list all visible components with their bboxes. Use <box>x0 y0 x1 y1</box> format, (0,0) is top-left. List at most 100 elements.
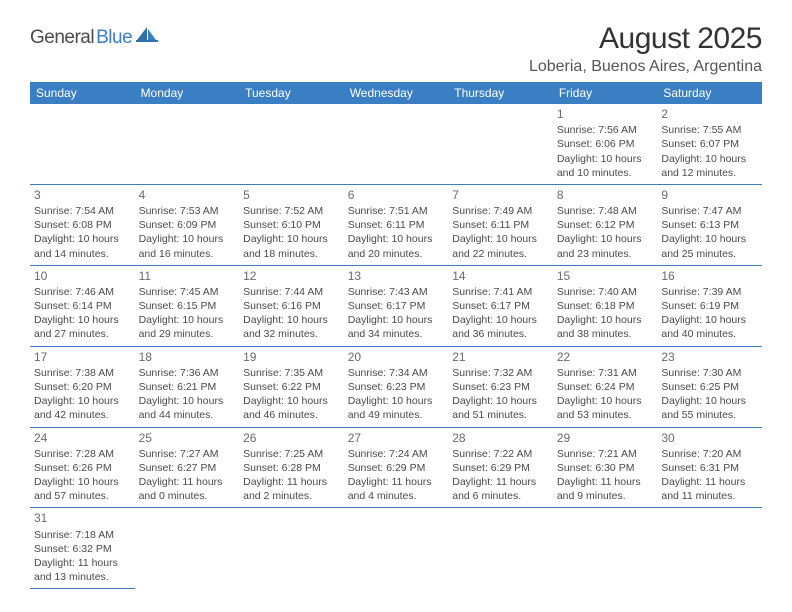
day-dl1: Daylight: 10 hours <box>139 232 236 246</box>
day-dl1: Daylight: 11 hours <box>557 475 654 489</box>
day-sunrise: Sunrise: 7:18 AM <box>34 528 131 542</box>
day-sunrise: Sunrise: 7:38 AM <box>34 366 131 380</box>
calendar-cell: 17Sunrise: 7:38 AMSunset: 6:20 PMDayligh… <box>30 346 135 427</box>
day-dl2: and 40 minutes. <box>661 327 758 341</box>
day-sunrise: Sunrise: 7:31 AM <box>557 366 654 380</box>
calendar-cell: 12Sunrise: 7:44 AMSunset: 6:16 PMDayligh… <box>239 265 344 346</box>
day-sunset: Sunset: 6:08 PM <box>34 218 131 232</box>
day-number: 2 <box>661 106 758 122</box>
calendar-cell <box>135 508 240 589</box>
day-number: 13 <box>348 268 445 284</box>
calendar-cell: 6Sunrise: 7:51 AMSunset: 6:11 PMDaylight… <box>344 184 449 265</box>
day-dl2: and 4 minutes. <box>348 489 445 503</box>
day-sunset: Sunset: 6:16 PM <box>243 299 340 313</box>
day-dl2: and 57 minutes. <box>34 489 131 503</box>
day-dl1: Daylight: 10 hours <box>348 394 445 408</box>
day-number: 20 <box>348 349 445 365</box>
day-sunrise: Sunrise: 7:49 AM <box>452 204 549 218</box>
day-sunset: Sunset: 6:21 PM <box>139 380 236 394</box>
day-number: 17 <box>34 349 131 365</box>
day-sunset: Sunset: 6:15 PM <box>139 299 236 313</box>
day-sunrise: Sunrise: 7:54 AM <box>34 204 131 218</box>
calendar-table: SundayMondayTuesdayWednesdayThursdayFrid… <box>30 82 762 589</box>
day-sunrise: Sunrise: 7:41 AM <box>452 285 549 299</box>
header: GeneralBlue August 2025 Loberia, Buenos … <box>30 22 762 76</box>
calendar-cell: 11Sunrise: 7:45 AMSunset: 6:15 PMDayligh… <box>135 265 240 346</box>
day-number: 5 <box>243 187 340 203</box>
day-sunrise: Sunrise: 7:40 AM <box>557 285 654 299</box>
day-dl2: and 32 minutes. <box>243 327 340 341</box>
calendar-cell: 18Sunrise: 7:36 AMSunset: 6:21 PMDayligh… <box>135 346 240 427</box>
day-header: Sunday <box>30 82 135 104</box>
day-dl2: and 16 minutes. <box>139 247 236 261</box>
calendar-cell <box>30 104 135 184</box>
day-sunrise: Sunrise: 7:39 AM <box>661 285 758 299</box>
day-dl2: and 42 minutes. <box>34 408 131 422</box>
month-title: August 2025 <box>529 22 762 56</box>
day-dl2: and 20 minutes. <box>348 247 445 261</box>
calendar-cell: 28Sunrise: 7:22 AMSunset: 6:29 PMDayligh… <box>448 427 553 508</box>
day-sunrise: Sunrise: 7:24 AM <box>348 447 445 461</box>
day-dl1: Daylight: 10 hours <box>139 313 236 327</box>
day-dl1: Daylight: 10 hours <box>661 394 758 408</box>
day-header: Thursday <box>448 82 553 104</box>
day-dl2: and 14 minutes. <box>34 247 131 261</box>
day-sunset: Sunset: 6:17 PM <box>348 299 445 313</box>
day-dl1: Daylight: 10 hours <box>557 394 654 408</box>
day-sunrise: Sunrise: 7:35 AM <box>243 366 340 380</box>
day-dl1: Daylight: 10 hours <box>243 313 340 327</box>
calendar-cell: 25Sunrise: 7:27 AMSunset: 6:27 PMDayligh… <box>135 427 240 508</box>
day-dl1: Daylight: 10 hours <box>452 394 549 408</box>
day-sunrise: Sunrise: 7:30 AM <box>661 366 758 380</box>
calendar-cell: 4Sunrise: 7:53 AMSunset: 6:09 PMDaylight… <box>135 184 240 265</box>
day-number: 6 <box>348 187 445 203</box>
day-number: 10 <box>34 268 131 284</box>
calendar-cell: 8Sunrise: 7:48 AMSunset: 6:12 PMDaylight… <box>553 184 658 265</box>
page: GeneralBlue August 2025 Loberia, Buenos … <box>0 0 792 599</box>
calendar-cell: 16Sunrise: 7:39 AMSunset: 6:19 PMDayligh… <box>657 265 762 346</box>
day-number: 19 <box>243 349 340 365</box>
day-header: Friday <box>553 82 658 104</box>
day-dl1: Daylight: 10 hours <box>139 394 236 408</box>
day-sunset: Sunset: 6:28 PM <box>243 461 340 475</box>
calendar-cell: 20Sunrise: 7:34 AMSunset: 6:23 PMDayligh… <box>344 346 449 427</box>
title-block: August 2025 Loberia, Buenos Aires, Argen… <box>529 22 762 76</box>
day-sunrise: Sunrise: 7:52 AM <box>243 204 340 218</box>
calendar-cell: 3Sunrise: 7:54 AMSunset: 6:08 PMDaylight… <box>30 184 135 265</box>
calendar-body: 1Sunrise: 7:56 AMSunset: 6:06 PMDaylight… <box>30 104 762 589</box>
day-dl1: Daylight: 10 hours <box>34 475 131 489</box>
calendar-cell <box>344 508 449 589</box>
day-dl2: and 51 minutes. <box>452 408 549 422</box>
day-sunset: Sunset: 6:32 PM <box>34 542 131 556</box>
calendar-cell: 21Sunrise: 7:32 AMSunset: 6:23 PMDayligh… <box>448 346 553 427</box>
day-dl2: and 6 minutes. <box>452 489 549 503</box>
calendar-cell <box>239 104 344 184</box>
day-number: 14 <box>452 268 549 284</box>
day-dl1: Daylight: 10 hours <box>661 152 758 166</box>
calendar-cell <box>344 104 449 184</box>
day-dl2: and 10 minutes. <box>557 166 654 180</box>
calendar-row: 31Sunrise: 7:18 AMSunset: 6:32 PMDayligh… <box>30 508 762 589</box>
day-number: 27 <box>348 430 445 446</box>
day-sunset: Sunset: 6:25 PM <box>661 380 758 394</box>
day-sunset: Sunset: 6:20 PM <box>34 380 131 394</box>
day-dl2: and 29 minutes. <box>139 327 236 341</box>
day-number: 18 <box>139 349 236 365</box>
day-header: Wednesday <box>344 82 449 104</box>
day-sunrise: Sunrise: 7:53 AM <box>139 204 236 218</box>
day-dl2: and 44 minutes. <box>139 408 236 422</box>
calendar-cell <box>657 508 762 589</box>
day-dl1: Daylight: 10 hours <box>348 313 445 327</box>
day-sunset: Sunset: 6:07 PM <box>661 137 758 151</box>
calendar-cell: 9Sunrise: 7:47 AMSunset: 6:13 PMDaylight… <box>657 184 762 265</box>
day-header: Monday <box>135 82 240 104</box>
day-dl1: Daylight: 10 hours <box>34 232 131 246</box>
day-dl1: Daylight: 11 hours <box>452 475 549 489</box>
calendar-cell <box>239 508 344 589</box>
calendar-row: 10Sunrise: 7:46 AMSunset: 6:14 PMDayligh… <box>30 265 762 346</box>
day-dl1: Daylight: 10 hours <box>243 394 340 408</box>
day-dl2: and 53 minutes. <box>557 408 654 422</box>
day-sunset: Sunset: 6:18 PM <box>557 299 654 313</box>
day-sunrise: Sunrise: 7:47 AM <box>661 204 758 218</box>
day-number: 9 <box>661 187 758 203</box>
